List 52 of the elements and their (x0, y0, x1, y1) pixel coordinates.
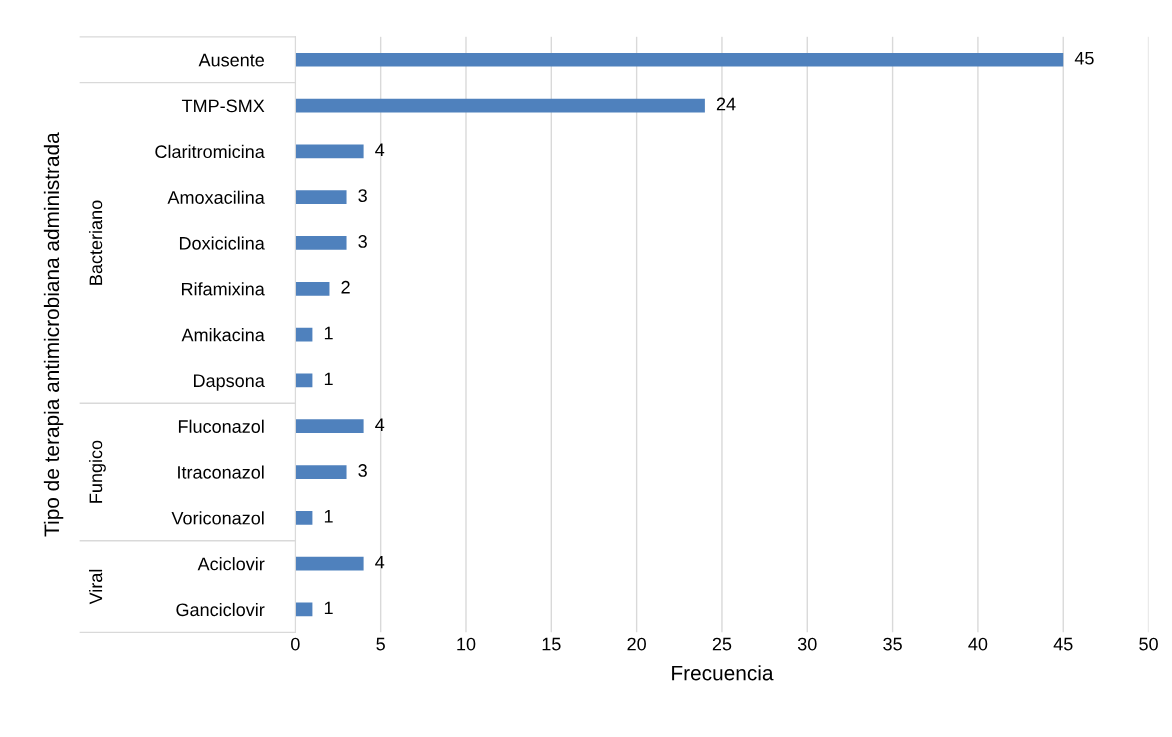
x-tick-label: 0 (291, 637, 300, 651)
y-tick-label: Voriconazol (171, 511, 264, 525)
bar (295, 190, 347, 205)
data-label: 3 (358, 189, 367, 203)
y-tick-label: Claritromicina (155, 144, 265, 159)
x-tick-label: 40 (968, 637, 988, 651)
data-label: 4 (375, 143, 385, 157)
data-label: 45 (1074, 52, 1094, 65)
x-tick-label: 5 (376, 637, 385, 651)
x-tick-label: 20 (627, 637, 646, 651)
x-tick-label: 45 (1053, 637, 1073, 651)
y-tick-label: Ausente (198, 53, 264, 67)
y-tick-label: Doxiciclina (179, 236, 265, 250)
bar (295, 419, 364, 434)
x-axis-title: Frecuencia (672, 665, 774, 681)
text: Bacteriano (88, 200, 103, 285)
bar (295, 281, 330, 296)
x-tick-label: 50 (1139, 637, 1158, 651)
y-tick-label: Dapsona (194, 374, 265, 391)
data-label: 3 (358, 464, 367, 477)
y-axis-title: Tipo de terapia antimicrobiana administrada (43, 132, 64, 537)
data-label: 2 (341, 280, 350, 294)
bar (295, 465, 347, 479)
y-tick-label: Aciclovir (197, 557, 265, 571)
y-tick-label: Rifamixina (181, 282, 265, 296)
y-tick-label: Amoxacilina (167, 190, 265, 204)
y-tick-label: TMP-SMX (181, 99, 265, 113)
x-tick-label: 30 (797, 637, 817, 651)
y-tick-label: Fluconazol (178, 419, 264, 433)
y-tick-label: Amikacina (181, 328, 265, 342)
bar (295, 510, 313, 525)
data-label: 1 (324, 601, 333, 615)
bar (295, 98, 705, 113)
text: Viral (88, 569, 103, 605)
data-label: 1 (324, 510, 333, 523)
x-tick-label: 15 (542, 637, 561, 651)
y-tick-label: Ganciclovir (176, 602, 265, 617)
text: Fungico (88, 440, 106, 503)
data-label: 4 (375, 418, 385, 431)
data-label: 1 (324, 326, 333, 340)
bar (295, 52, 1064, 67)
bar (295, 144, 364, 159)
x-tick-label: 10 (457, 637, 476, 651)
data-label: 1 (324, 372, 333, 386)
y-tick-label: Itraconazol (178, 465, 264, 479)
bar (295, 236, 347, 250)
data-label: 24 (716, 97, 736, 111)
bar (295, 556, 364, 571)
data-label: 4 (375, 555, 385, 569)
x-tick-label: 25 (712, 637, 732, 651)
x-tick-label: 35 (883, 637, 902, 651)
data-label: 3 (358, 235, 367, 248)
